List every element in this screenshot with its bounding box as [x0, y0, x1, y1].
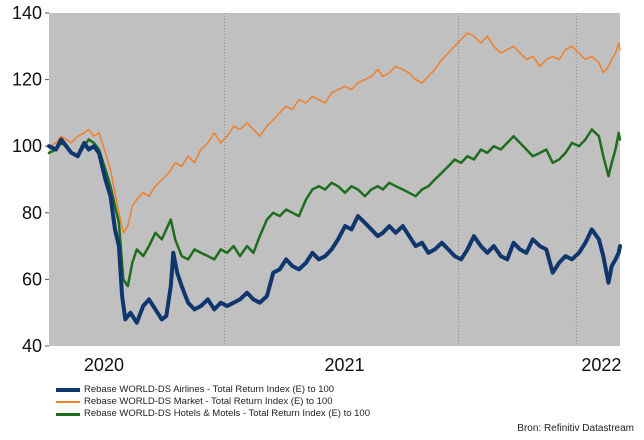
legend-item-hotels: Rebase WORLD-DS Hotels & Motels - Total … [56, 408, 370, 420]
legend-swatch-hotels [56, 412, 80, 416]
legend-label-market: Rebase WORLD-DS Market - Total Return In… [84, 396, 333, 407]
x-tick-label: 2022 [581, 355, 621, 375]
legend-label-hotels: Rebase WORLD-DS Hotels & Motels - Total … [84, 408, 370, 419]
plot-area [49, 13, 620, 346]
legend-label-airlines: Rebase WORLD-DS Airlines - Total Return … [84, 384, 335, 395]
legend: Rebase WORLD-DS Airlines - Total Return … [56, 384, 370, 420]
x-axis: 2020 2021 2022 [84, 355, 622, 375]
legend-item-market: Rebase WORLD-DS Market - Total Return In… [56, 396, 370, 408]
series-line-airlines [47, 137, 622, 325]
y-tick-label: 140 [12, 3, 42, 23]
legend-swatch-airlines [56, 388, 80, 392]
x-tick-label: 2020 [84, 355, 124, 375]
y-tick-label: 120 [12, 70, 42, 90]
source-note: Bron: Refinitiv Datastream [517, 423, 634, 434]
legend-item-airlines: Rebase WORLD-DS Airlines - Total Return … [56, 384, 370, 396]
series-line-market [48, 32, 621, 234]
y-tick-label: 100 [12, 136, 42, 156]
y-tick-label: 40 [22, 336, 42, 356]
legend-swatch-market [56, 401, 80, 403]
series-lines [47, 32, 622, 325]
y-tick-label: 80 [22, 203, 42, 223]
x-tick-label: 2021 [324, 355, 364, 375]
y-tick-label: 60 [22, 269, 42, 289]
y-axis: 40 60 80 100 120 140 [12, 3, 49, 356]
series-line-hotels [47, 128, 622, 288]
